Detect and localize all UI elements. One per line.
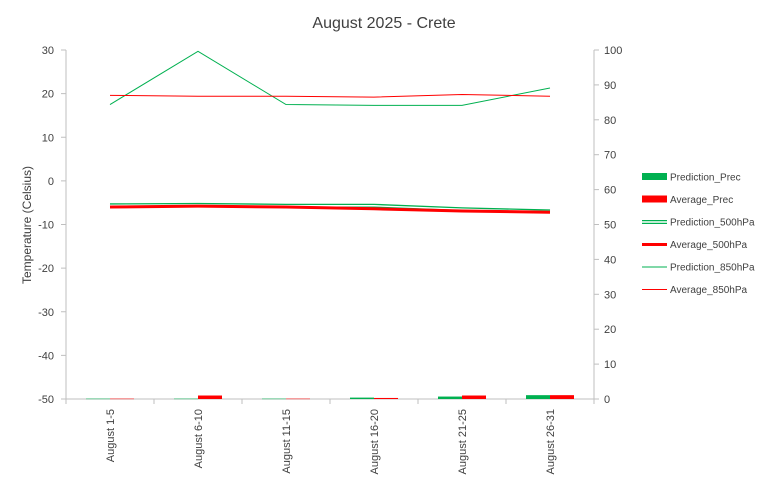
- line-average-850hpa: [109, 93, 551, 98]
- right-tick-label: 60: [604, 185, 616, 197]
- left-tick-label: 10: [42, 132, 54, 144]
- plot-area: 3020100-10-20-30-40-50100908070605040302…: [38, 45, 622, 474]
- bar-average-prec: [374, 397, 398, 399]
- bar-prediction-prec: [438, 396, 462, 399]
- line-average-500hpa: [109, 204, 551, 214]
- bar-prediction-prec: [262, 398, 286, 400]
- legend: Prediction_Prec Average_Prec Prediction_50…: [642, 173, 755, 296]
- right-tick-label: 10: [604, 359, 616, 371]
- legend-label-prediction-850hpa: Prediction_850hPa: [670, 263, 755, 274]
- bar-prediction-prec: [174, 398, 198, 400]
- right-tick-label: 50: [604, 220, 616, 232]
- x-tick-label: August 21-25: [457, 409, 469, 474]
- bar-average-prec: [110, 398, 134, 400]
- legend-swatch-prediction-prec: [642, 173, 667, 180]
- x-tick-label: August 26-31: [545, 409, 557, 474]
- bar-prediction-prec: [86, 398, 110, 400]
- right-tick-label: 0: [604, 394, 610, 406]
- bar-average-prec: [286, 398, 310, 400]
- legend-label-prediction-500hpa: Prediction_500hPa: [670, 218, 755, 229]
- left-tick-label: -30: [38, 307, 54, 319]
- bar-average-prec: [462, 395, 486, 399]
- bar-average-prec: [550, 395, 574, 399]
- x-tick-label: August 16-20: [369, 409, 381, 474]
- x-tick-label: August 1-5: [105, 409, 117, 462]
- right-tick-label: 80: [604, 115, 616, 127]
- left-tick-label: -10: [38, 220, 54, 232]
- y-axis-title: Temperature (Celsius): [20, 166, 34, 284]
- left-tick-label: -40: [38, 350, 54, 362]
- right-tick-label: 90: [604, 80, 616, 92]
- chart-title: August 2025 - Crete: [312, 15, 455, 32]
- legend-label-average-500hpa: Average_500hPa: [670, 240, 748, 251]
- right-tick-label: 70: [604, 150, 616, 162]
- line-prediction-850hpa: [109, 50, 551, 106]
- bar-prediction-prec: [526, 395, 550, 399]
- right-tick-label: 100: [604, 45, 622, 57]
- left-tick-label: 20: [42, 89, 54, 101]
- legend-label-average-850hpa: Average_850hPa: [670, 285, 748, 296]
- right-tick-label: 30: [604, 289, 616, 301]
- left-tick-label: -50: [38, 394, 54, 406]
- right-tick-label: 20: [604, 324, 616, 336]
- legend-label-prediction-prec: Prediction_Prec: [670, 173, 741, 184]
- left-tick-label: -20: [38, 263, 54, 275]
- left-tick-label: 30: [42, 45, 54, 57]
- legend-label-average-prec: Average_Prec: [670, 195, 733, 206]
- right-tick-label: 40: [604, 254, 616, 266]
- bar-average-prec: [198, 395, 222, 399]
- left-tick-label: 0: [48, 176, 54, 188]
- x-tick-label: August 11-15: [281, 409, 293, 474]
- x-tick-label: August 6-10: [193, 409, 205, 468]
- legend-swatch-average-prec: [642, 195, 667, 203]
- bar-prediction-prec: [350, 397, 374, 399]
